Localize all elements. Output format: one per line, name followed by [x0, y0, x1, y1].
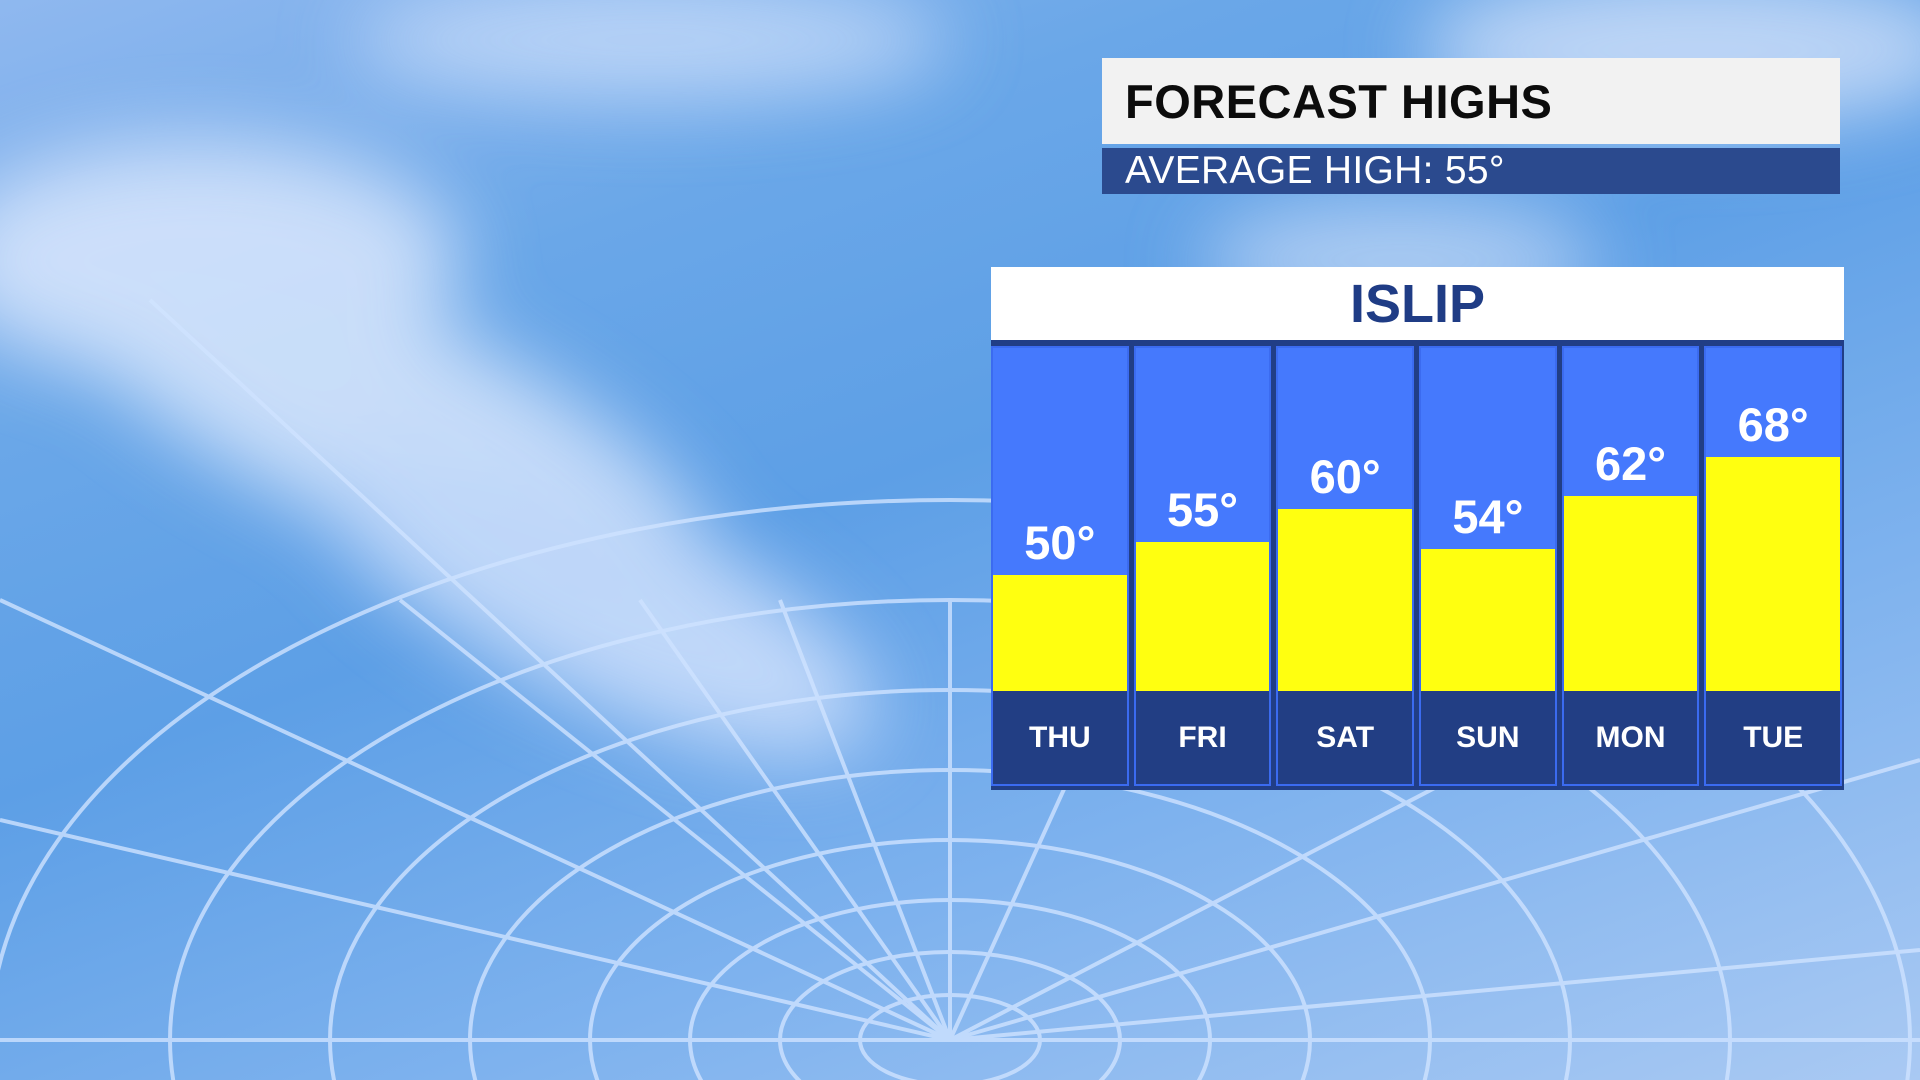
temp-label: 68° [1737, 398, 1809, 451]
forecast-chart-panel: ISLIP 50° THU 55° FRI 60° SAT 54° SUN 62… [991, 267, 1844, 790]
temp-label: 54° [1452, 490, 1524, 543]
day-column-sun: 54° SUN [1419, 346, 1557, 786]
day-label: SAT [1278, 691, 1413, 784]
day-label: SUN [1421, 691, 1555, 784]
day-column-sat: 60° SAT [1276, 346, 1415, 786]
temp-bar [1563, 496, 1698, 691]
average-high-label: AVERAGE HIGH: 55° [1102, 148, 1840, 194]
temp-label: 62° [1594, 437, 1667, 490]
temp-label: 50° [1024, 516, 1096, 569]
temp-bar [1278, 509, 1413, 691]
day-column-mon: 62° MON [1561, 346, 1700, 786]
day-label: THU [993, 691, 1127, 784]
temp-label: 60° [1309, 450, 1381, 503]
temp-bar [1135, 542, 1270, 691]
banner-title: FORECAST HIGHS [1102, 58, 1840, 144]
location-title: ISLIP [991, 267, 1844, 340]
temp-label: 55° [1166, 483, 1239, 536]
day-label: FRI [1135, 691, 1270, 784]
temp-bar [1706, 457, 1841, 691]
temp-bar [993, 575, 1127, 691]
day-label: TUE [1706, 691, 1841, 784]
day-column-fri: 55° FRI [1133, 346, 1272, 786]
forecast-banner: FORECAST HIGHS AVERAGE HIGH: 55° [1102, 58, 1840, 194]
day-label: MON [1563, 691, 1698, 784]
temp-bar [1421, 549, 1555, 691]
day-column-thu: 50° THU [991, 346, 1129, 786]
bar-chart: 50° THU 55° FRI 60° SAT 54° SUN 62° MON … [991, 340, 1844, 790]
day-column-tue: 68° TUE [1704, 346, 1843, 786]
